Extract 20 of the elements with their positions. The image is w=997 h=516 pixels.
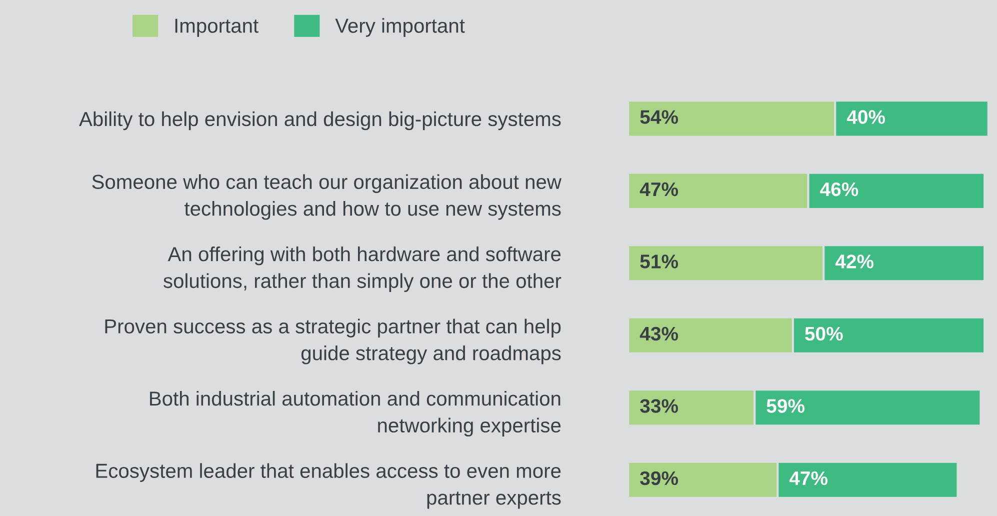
data-label: 50% [805, 326, 843, 341]
y-tick-label: An offering with both hardware and software solutions, rather than simply one or the other [164, 246, 562, 292]
data-label: 43% [640, 326, 678, 341]
data-label: 39% [640, 471, 678, 486]
data-label: 54% [640, 110, 678, 124]
legend-label: Very important [335, 18, 465, 37]
data-label: 47% [789, 471, 828, 486]
y-tick-label: Both industrial automation and communication networking expertise [150, 390, 561, 437]
y-tick-label: Proven success as a strategic partner that can help guide strategy and roadmaps [105, 318, 561, 364]
data-label: 42% [835, 254, 874, 268]
data-label: 33% [640, 399, 678, 413]
data-label: 59% [766, 399, 805, 413]
data-label: 51% [640, 254, 678, 268]
y-tick-label: Ecosystem leader that enables access to even more partner experts [96, 463, 561, 509]
data-label: 40% [846, 110, 885, 124]
data-label: 46% [820, 182, 858, 196]
y-tick-label: Ability to help envision and design big-picture systems [79, 111, 561, 130]
data-label: 47% [640, 182, 678, 196]
y-tick-label: Someone who can teach our organization about new technologies and how to use new systems [92, 174, 562, 220]
legend-label: Important [175, 18, 258, 37]
